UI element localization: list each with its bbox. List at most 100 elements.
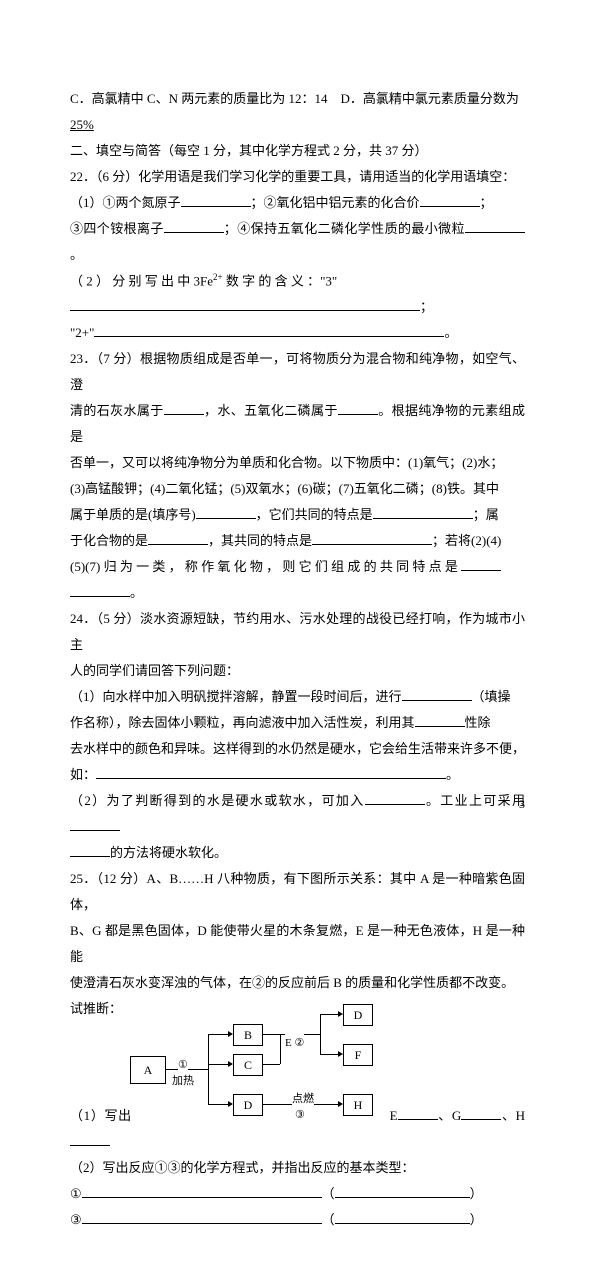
- text-line: 清的石灰水属于，水、五氧化二磷属于。根据纯净物的元素组成是: [70, 398, 525, 450]
- text: 。: [70, 247, 83, 262]
- diagram-node-d: D: [233, 1094, 263, 1116]
- text-line: （2）写出反应①③的化学方程式，并指出反应的基本类型：: [70, 1155, 525, 1181]
- superscript: 2+: [213, 272, 223, 282]
- fill-blank: [465, 219, 525, 233]
- text-line: 属于单质的是(填序号) ，它们共同的特点是 ；属: [70, 502, 525, 528]
- text-line: ③ （ ）: [70, 1207, 525, 1233]
- fill-blank: [70, 1132, 110, 1146]
- text-line: 去水样中的颜色和异味。这样得到的水仍然是硬水，它会给生活带来许多不便，: [70, 736, 525, 762]
- diagram-edge: [208, 1064, 230, 1065]
- text: ，它们共同的特点是: [256, 507, 373, 522]
- question: 23．（7 分）根据物质组成是否单一，可将物质分为混合物和纯净物，如空气、澄: [70, 346, 525, 398]
- text: ）: [470, 1212, 483, 1227]
- text: ③四个铵根离子: [70, 221, 164, 236]
- text: （2）为了判断得到的水是硬水或软水，可加入: [70, 793, 365, 808]
- document-page: C．高氯精中 C、N 两元素的质量比为 12：14 D．高氯精中氯元素质量分数为…: [0, 0, 595, 1273]
- text: ；④保持五氧化二磷化学性质的最小微粒: [224, 221, 465, 236]
- text-line: 否单一，又可以将纯净物分为单质和化合物。以下物质中：(1)氧气；(2)水；: [70, 450, 525, 476]
- text: 22．（6 分）化学用语是我们学习化学的重要工具，请用适当的化学用语填空：: [70, 169, 515, 184]
- text-line: （2）为了判断得到的水是硬水或软水，可加入 。工业上可采用: [70, 788, 525, 840]
- text: 。工业上可采用: [425, 793, 525, 808]
- fill-blank: [365, 791, 425, 805]
- diagram-edge: [280, 1034, 281, 1064]
- text-line: C．高氯精中 C、N 两元素的质量比为 12：14 D．高氯精中氯元素质量分数为: [70, 86, 525, 112]
- fill-blank: [70, 817, 120, 831]
- underlined-text: 25%: [70, 117, 94, 132]
- question: 24．（5 分）淡水资源短缺，节约用水、污水处理的战役已经打响，作为城市小主: [70, 606, 525, 658]
- text: 25．（12 分）A、B……H 八种物质，有下图所示关系：其中 A 是一种暗紫色…: [70, 871, 525, 912]
- text: "2+": [70, 325, 94, 340]
- diagram-edge: [320, 1014, 340, 1015]
- text: ，水、五氧化二磷属于: [204, 403, 338, 418]
- text: （1）向水样中加入明矾搅拌溶解，静置一段时间后，进行: [70, 689, 402, 704]
- fill-blank: [164, 401, 204, 415]
- diagram-node-f: F: [343, 1044, 373, 1066]
- diagram-edge: [320, 1054, 340, 1055]
- diagram-label: E ②: [285, 1032, 304, 1054]
- fill-blank: [70, 297, 420, 311]
- diagram-node-a: A: [130, 1056, 166, 1084]
- fill-blank: [415, 713, 465, 727]
- text: 作名称），除去固体小颗粒，再向滤液中加入活性炭，利用其: [70, 715, 415, 730]
- text: ；若将(2)(4): [432, 533, 501, 548]
- text: ③: [70, 1212, 82, 1227]
- text-line: 人的同学们请回答下列问题：: [70, 658, 525, 684]
- text-line: （ 2 ） 分 别 写 出 中 3Fe2+ 数 字 的 含 义 ："3": [70, 268, 525, 294]
- text-line: （1）向水样中加入明矾搅拌溶解，静置一段时间后，进行（填操: [70, 684, 525, 710]
- text-line: ；: [70, 294, 525, 320]
- text: （2）写出反应①③的化学方程式，并指出反应的基本类型：: [70, 1160, 415, 1175]
- fill-blank: [70, 843, 110, 857]
- fill-blank: [181, 193, 251, 207]
- text-line: 于化合物的是，其共同的特点是；若将(2)(4): [70, 528, 525, 554]
- fill-blank: [338, 401, 378, 415]
- fill-blank: [373, 505, 473, 519]
- text-line: 。: [70, 580, 525, 606]
- fill-blank: [94, 323, 444, 337]
- text-line: （1）①两个氮原子；②氧化铝中铝元素的化合价；: [70, 190, 525, 216]
- text: （: [322, 1186, 335, 1201]
- flow-diagram: A ① 加热 B C D E ②: [70, 1026, 525, 1121]
- text: 24．（5 分）淡水资源短缺，节约用水、污水处理的战役已经打响，作为城市小主: [70, 611, 525, 652]
- fill-blank: [461, 557, 501, 571]
- text: (3)高锰酸钾；(4)二氧化锰；(5)双氧水；(6)碳；(7)五氧化二磷；(8)…: [70, 481, 499, 496]
- text: 人的同学们请回答下列问题：: [70, 663, 239, 678]
- diagram-label: ③: [295, 1104, 305, 1126]
- text: 数 字 的 含 义 ："3": [223, 273, 338, 288]
- diagram-edge: [208, 1034, 209, 1104]
- page-number: 3: [519, 797, 525, 812]
- fill-blank: [420, 193, 480, 207]
- fill-blank: [335, 1210, 470, 1224]
- text: 如：: [70, 767, 96, 782]
- text: 使澄清石灰水变浑浊的气体，在②的反应前后 B 的质量和化学性质都不改变。: [70, 975, 514, 990]
- text: 。: [444, 325, 457, 340]
- diagram-edge: [208, 1104, 230, 1105]
- text-line: 如： 。: [70, 762, 525, 788]
- text: 。: [446, 767, 459, 782]
- text: (5)(7) 归 为 一 类 ， 称 作 氧 化 物 ， 则 它 们 组 成 的…: [70, 559, 461, 574]
- text-line: 使澄清石灰水变浑浊的气体，在②的反应前后 B 的质量和化学性质都不改变。: [70, 970, 525, 996]
- text-line: ①（）: [70, 1181, 525, 1207]
- text: ；属: [473, 507, 499, 522]
- text-line: 的方法将硬水软化。: [70, 840, 525, 866]
- text: 的方法将硬水软化。: [110, 845, 227, 860]
- text: 。: [130, 585, 143, 600]
- text: 23．（7 分）根据物质组成是否单一，可将物质分为混合物和纯净物，如空气、澄: [70, 351, 525, 392]
- question: 25．（12 分）A、B……H 八种物质，有下图所示关系：其中 A 是一种暗紫色…: [70, 866, 525, 918]
- diagram-node-c: C: [233, 1054, 263, 1076]
- text-line: (5)(7) 归 为 一 类 ， 称 作 氧 化 物 ， 则 它 们 组 成 的…: [70, 554, 525, 580]
- fill-blank: [82, 1210, 322, 1224]
- diagram-edge: [208, 1034, 230, 1035]
- section-header: 二、填空与简答（每空 1 分，其中化学方程式 2 分，共 37 分）: [70, 138, 525, 164]
- text: （: [322, 1212, 335, 1227]
- text-line: 试推断：: [70, 996, 525, 1022]
- text-line: ③四个铵根离子 ；④保持五氧化二磷化学性质的最小微粒。: [70, 216, 525, 268]
- text: （1）①两个氮原子: [70, 195, 181, 210]
- diagram-node-d2: D: [343, 1004, 373, 1026]
- fill-blank: [96, 765, 446, 779]
- fill-blank: [82, 1184, 322, 1198]
- text: 属于单质的是(填序号): [70, 507, 196, 522]
- text: 去水样中的颜色和异味。这样得到的水仍然是硬水，它会给生活带来许多不便，: [70, 741, 525, 756]
- fill-blank: [148, 531, 208, 545]
- question: 22．（6 分）化学用语是我们学习化学的重要工具，请用适当的化学用语填空：: [70, 164, 525, 190]
- fill-blank: [312, 531, 432, 545]
